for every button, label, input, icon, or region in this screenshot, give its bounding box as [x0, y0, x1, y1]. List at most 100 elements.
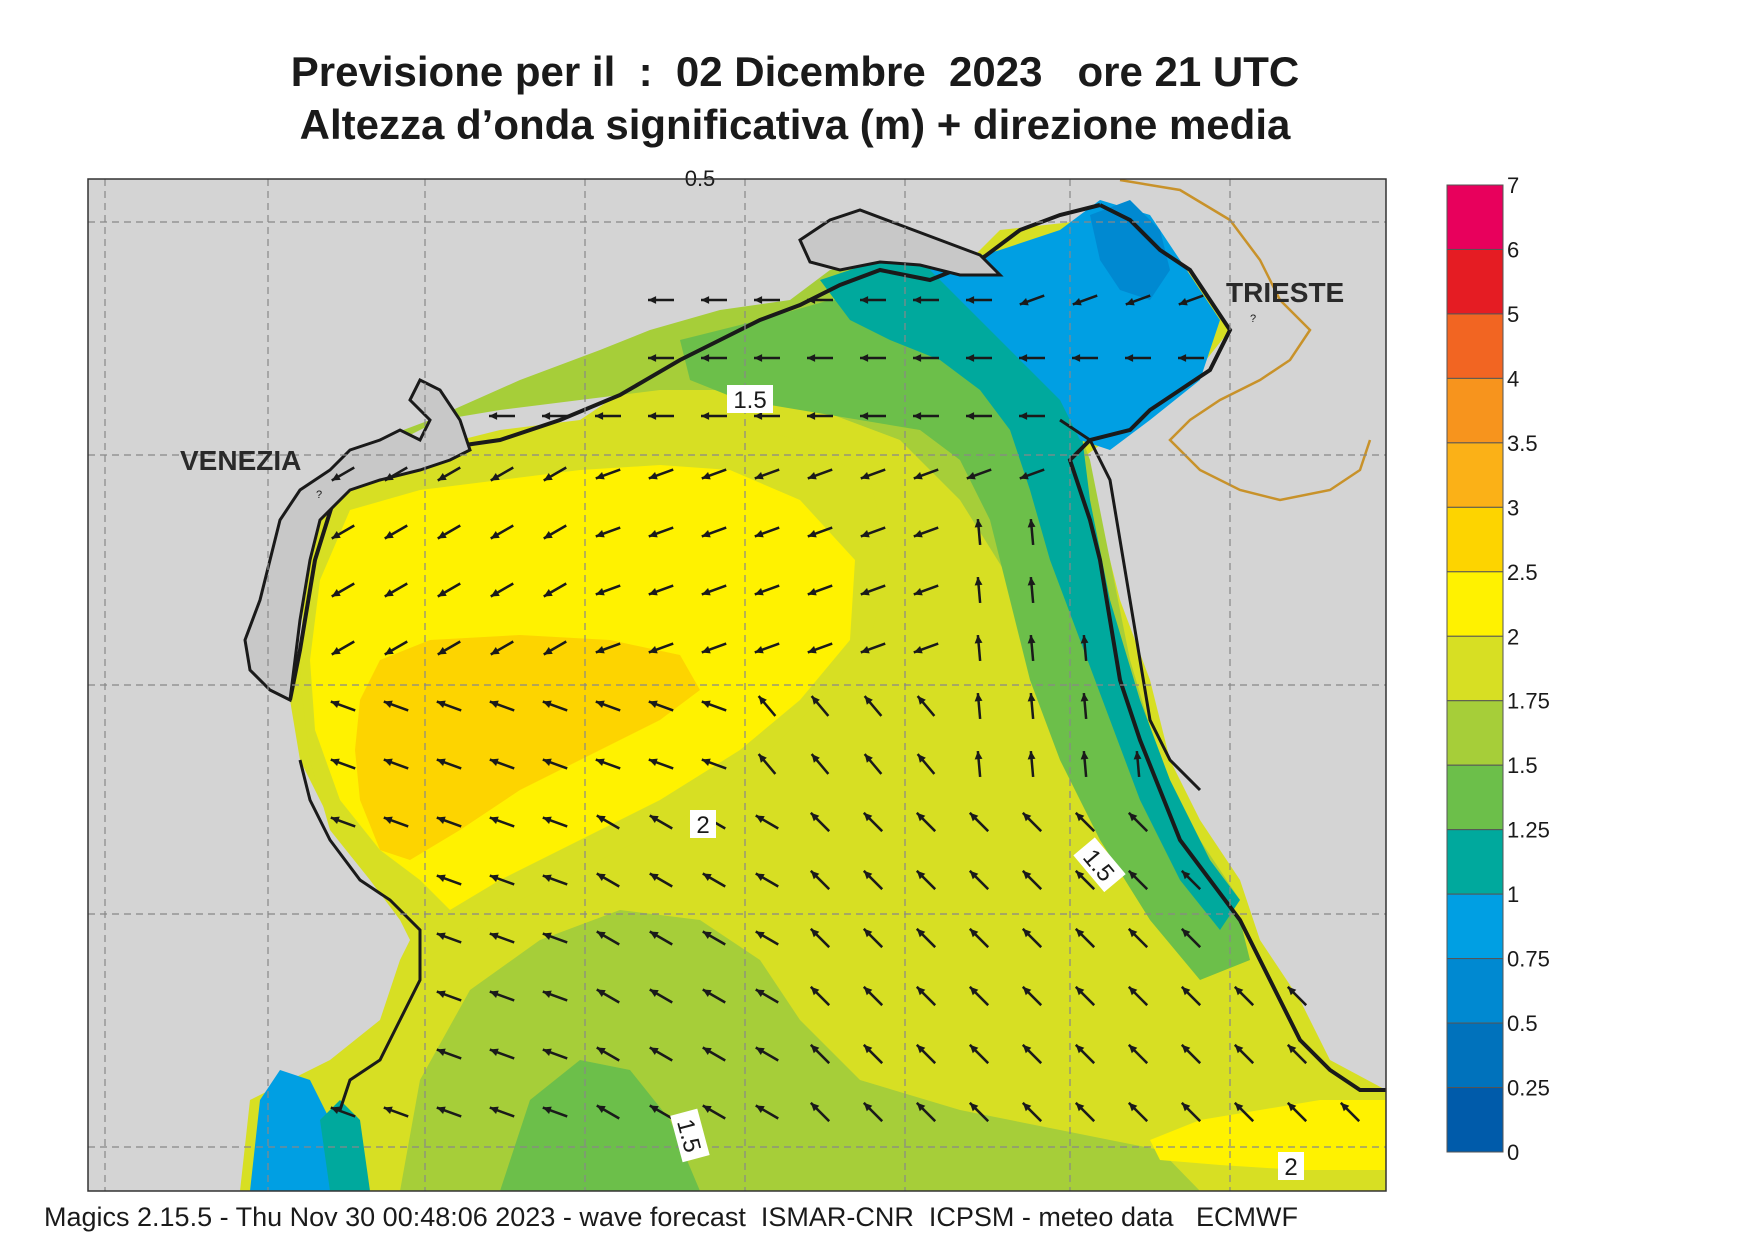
direction-arrowhead: [490, 647, 500, 655]
direction-arrowhead: [436, 1106, 446, 1115]
direction-arrowhead: [1181, 1102, 1191, 1112]
border-line: [1119, 179, 1372, 502]
direction-arrowhead: [701, 354, 710, 362]
legend-tick-label: 0: [1507, 1140, 1519, 1165]
direction-arrowhead: [807, 412, 816, 420]
direction-arrowhead: [974, 519, 983, 528]
direction-arrowhead: [974, 577, 983, 586]
direction-arrowhead: [1234, 1044, 1244, 1054]
direction-arrowhead: [648, 645, 658, 654]
direction-arrowhead: [542, 990, 552, 999]
direction-arrowhead: [1019, 297, 1029, 306]
direction-arrowhead: [913, 471, 923, 480]
direction-arrowhead: [1075, 928, 1085, 938]
legend-tick-label: 1.5: [1507, 753, 1538, 778]
direction-arrowhead: [860, 645, 870, 654]
direction-arrowhead: [810, 812, 820, 822]
direction-arrowhead: [702, 1047, 712, 1055]
direction-arrowhead: [1075, 1044, 1085, 1054]
wave-band-sw-blue: [250, 1070, 340, 1191]
po-delta-outline: [298, 759, 422, 1111]
direction-arrowhead: [1075, 1102, 1085, 1112]
legend-tick-label: 2: [1507, 624, 1519, 649]
direction-arrowhead: [1128, 986, 1138, 996]
direction-arrowhead: [489, 874, 499, 883]
direction-arrowhead: [490, 589, 500, 597]
direction-arrowhead: [916, 928, 926, 938]
direction-arrowhead: [913, 412, 922, 420]
direction-arrowhead: [1027, 519, 1036, 528]
direction-arrowhead: [542, 412, 551, 420]
direction-arrowhead: [595, 412, 604, 420]
wave-band-se-yellow: [1150, 1100, 1386, 1170]
direction-arrowhead: [543, 473, 553, 481]
direction-arrowhead: [863, 1102, 873, 1112]
direction-arrowhead: [648, 412, 657, 420]
direction-arrowhead: [331, 647, 341, 655]
legend-swatch: [1446, 635, 1504, 702]
direction-arrowhead: [913, 354, 922, 362]
direction-arrowhead: [755, 1105, 765, 1113]
direction-arrowhead: [1128, 812, 1138, 822]
direction-arrowhead: [860, 587, 870, 596]
direction-arrowhead: [437, 473, 447, 481]
direction-arrowhead: [701, 471, 711, 480]
direction-arrowhead: [543, 647, 553, 655]
direction-arrowhead: [436, 990, 446, 999]
direction-arrowhead: [1234, 1102, 1244, 1112]
direction-arrowhead: [916, 870, 926, 880]
wave-direction-arrows: [330, 294, 1361, 1123]
direction-arrowhead: [1133, 751, 1142, 760]
direction-arrowhead: [1128, 1044, 1138, 1054]
direction-arrowhead: [649, 873, 659, 881]
direction-arrowhead: [436, 874, 446, 883]
direction-arrowhead: [384, 647, 394, 655]
venice-lagoon-outline: [243, 377, 472, 703]
direction-arrowhead: [913, 529, 923, 538]
legend-swatch: [1446, 442, 1504, 508]
direction-arrowhead: [810, 986, 820, 996]
direction-arrowhead: [913, 587, 923, 596]
legend-tick-label: 4: [1507, 366, 1519, 391]
direction-arrowhead: [436, 816, 446, 825]
direction-arrowhead: [807, 529, 817, 538]
direction-arrowhead: [489, 1048, 499, 1057]
legend-swatch: [1446, 958, 1504, 1024]
contour-label: 2: [696, 812, 709, 839]
direction-arrowhead: [1181, 928, 1191, 938]
direction-arrowhead: [542, 700, 552, 709]
direction-arrowhead: [596, 989, 606, 997]
legend-tick-label: 1.75: [1507, 689, 1550, 714]
direction-arrowhead: [1181, 986, 1191, 996]
direction-arrowhead: [754, 587, 764, 596]
direction-arrowhead: [330, 758, 340, 767]
direction-arrowhead: [755, 873, 765, 881]
direction-arrowhead: [595, 645, 605, 654]
direction-arrowhead: [1287, 986, 1297, 996]
wave-band-sw-teal: [320, 1100, 370, 1191]
direction-arrowhead: [384, 589, 394, 597]
direction-arrowhead: [701, 296, 710, 304]
direction-arrowhead: [1080, 635, 1089, 644]
direction-arrowhead: [966, 412, 975, 420]
direction-arrowhead: [1027, 577, 1036, 586]
direction-arrowhead: [810, 1102, 820, 1112]
direction-arrowhead: [811, 754, 820, 763]
direction-arrowhead: [702, 931, 712, 939]
direction-arrowhead: [969, 812, 979, 822]
direction-arrowhead: [1287, 1044, 1297, 1054]
direction-arrowhead: [330, 1106, 340, 1115]
direction-arrowhead: [966, 354, 975, 362]
direction-arrowhead: [913, 296, 922, 304]
direction-arrowhead: [917, 696, 926, 705]
istria-coast-outline: [1059, 418, 1202, 792]
direction-arrowhead: [811, 696, 820, 705]
wave-band-south-green: [500, 1060, 700, 1191]
direction-arrowhead: [543, 589, 553, 597]
direction-arrowhead: [490, 531, 500, 539]
direction-arrowhead: [489, 816, 499, 825]
direction-arrowhead: [1178, 354, 1187, 362]
direction-arrowhead: [596, 815, 606, 823]
map-panel: 1.5 2 1.5 1.5 2 ? ?: [88, 179, 1386, 1191]
